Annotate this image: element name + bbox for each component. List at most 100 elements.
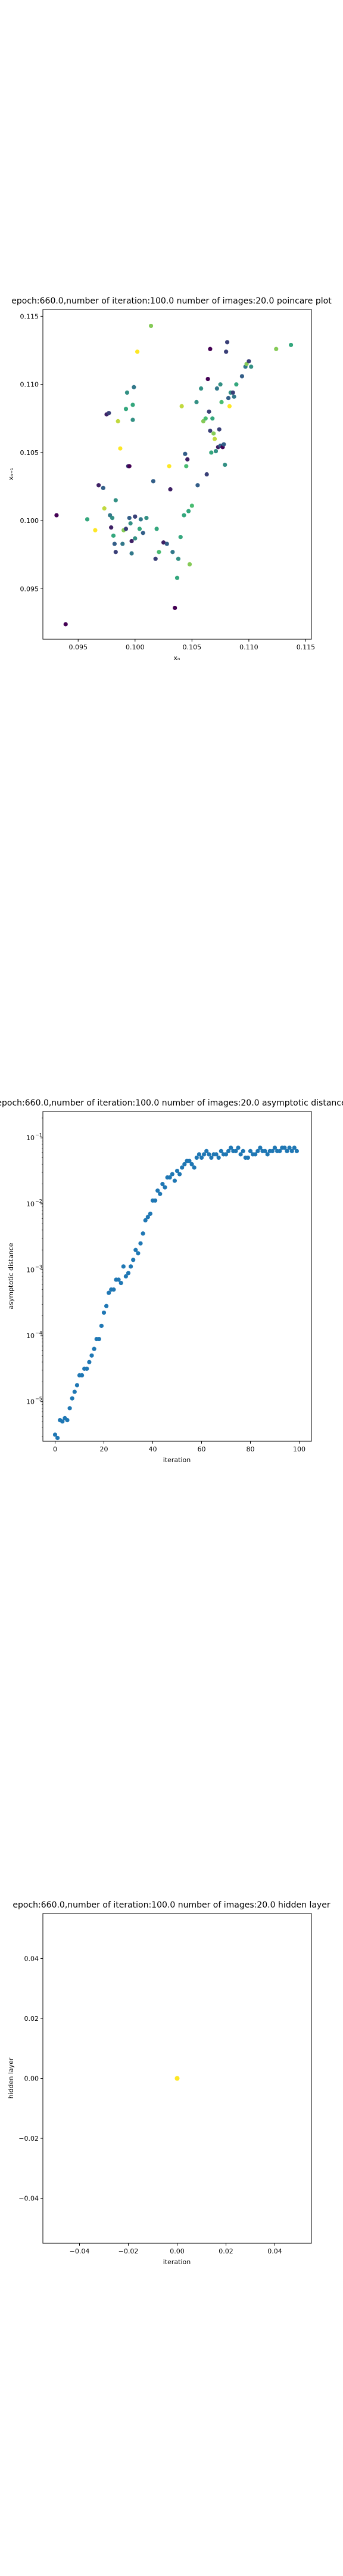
data-point: [164, 541, 169, 546]
data-point: [168, 487, 173, 492]
data-point: [214, 386, 219, 391]
data-point: [167, 1175, 172, 1180]
data-point: [67, 1406, 72, 1411]
data-point: [101, 485, 105, 490]
data-point: [174, 1168, 180, 1174]
data-point: [205, 376, 210, 382]
data-point: [170, 1172, 174, 1176]
x-tick-label: −0.02: [119, 2247, 139, 2255]
data-point: [233, 1148, 238, 1153]
data-point: [80, 1373, 85, 1377]
data-point: [130, 402, 135, 407]
data-point: [208, 428, 213, 433]
data-point: [157, 550, 161, 555]
data-point: [161, 540, 166, 545]
data-point: [224, 349, 229, 354]
data-point: [214, 1152, 219, 1157]
chart-title: epoch:660.0,number of iteration:100.0 nu…: [13, 1900, 330, 1910]
y-tick-label: 10: [26, 1332, 35, 1340]
data-point: [204, 1148, 209, 1153]
x-tick-label: 0.095: [68, 643, 88, 651]
data-point: [119, 1280, 123, 1286]
data-point: [294, 1148, 299, 1153]
y-tick-label: 10: [26, 1200, 35, 1208]
data-point: [285, 1148, 289, 1153]
data-point: [207, 1152, 211, 1157]
data-point: [138, 1241, 143, 1246]
data-point: [176, 556, 181, 561]
poincare-plot-chart: epoch:660.0,number of iteration:100.0 nu…: [7, 296, 332, 662]
data-point: [199, 1155, 204, 1160]
y-tick-label: 0.110: [20, 381, 39, 389]
data-point: [187, 562, 192, 566]
data-point: [133, 536, 138, 541]
y-tick-exponent: −1: [35, 1132, 42, 1138]
data-point: [101, 1310, 107, 1315]
data-point: [99, 1323, 104, 1329]
data-point: [55, 1435, 60, 1441]
data-point: [230, 390, 235, 395]
data-point: [229, 1145, 233, 1150]
data-point: [130, 417, 135, 422]
data-point: [287, 1145, 292, 1150]
data-point: [253, 1152, 258, 1157]
chart-title: epoch:660.0,number of iteration:100.0 nu…: [11, 296, 332, 306]
data-point: [127, 516, 132, 521]
data-point: [112, 541, 117, 546]
data-point: [174, 575, 180, 580]
data-point: [234, 382, 239, 387]
data-point: [148, 323, 154, 329]
data-point: [89, 1353, 94, 1358]
data-point: [124, 390, 130, 395]
data-point: [179, 404, 184, 408]
data-point: [155, 1188, 160, 1193]
data-point: [131, 1258, 136, 1262]
plot-frame: [42, 1913, 312, 2244]
data-point: [60, 1419, 65, 1424]
data-point: [167, 464, 172, 469]
chart-title: epoch:660.0,number of iteration:100.0 nu…: [0, 1098, 343, 1108]
x-tick-label: 40: [149, 1445, 157, 1453]
y-tick-label: 0.02: [24, 2015, 39, 2023]
hidden-layer-chart: epoch:660.0,number of iteration:100.0 nu…: [7, 1900, 330, 2266]
data-point: [226, 395, 231, 401]
data-point: [113, 498, 118, 503]
data-point: [236, 1145, 241, 1150]
data-point: [118, 446, 123, 451]
data-point: [148, 1211, 152, 1216]
data-point: [163, 1185, 167, 1190]
data-point: [194, 1155, 199, 1160]
y-tick-exponent: −4: [35, 1330, 42, 1336]
data-point: [223, 462, 227, 467]
data-point: [192, 1165, 197, 1170]
data-point: [274, 346, 279, 351]
data-point: [113, 550, 118, 555]
data-point: [104, 1304, 109, 1308]
plot-frame: [42, 1111, 312, 1442]
y-tick-label: 0.115: [20, 312, 39, 320]
data-point: [216, 1155, 221, 1160]
data-point: [195, 483, 200, 488]
data-point: [213, 449, 219, 454]
data-point: [197, 1152, 201, 1157]
data-point: [70, 1396, 74, 1401]
data-point: [132, 385, 136, 389]
data-point: [72, 1389, 77, 1394]
data-point: [238, 1152, 243, 1157]
x-tick-label: 20: [100, 1445, 108, 1453]
data-point: [199, 386, 204, 391]
x-tick-label: −0.04: [70, 2247, 90, 2255]
data-point: [145, 1215, 150, 1219]
data-point: [189, 503, 194, 508]
data-point: [141, 1231, 145, 1236]
data-point: [173, 605, 177, 611]
data-point: [123, 407, 129, 411]
data-point: [210, 416, 215, 421]
data-point: [270, 1148, 275, 1153]
data-point: [255, 1148, 260, 1153]
data-point: [153, 1198, 158, 1203]
data-point: [258, 1145, 263, 1150]
data-point: [160, 1182, 165, 1187]
x-tick-label: 80: [247, 1445, 255, 1453]
data-point: [143, 1218, 148, 1223]
